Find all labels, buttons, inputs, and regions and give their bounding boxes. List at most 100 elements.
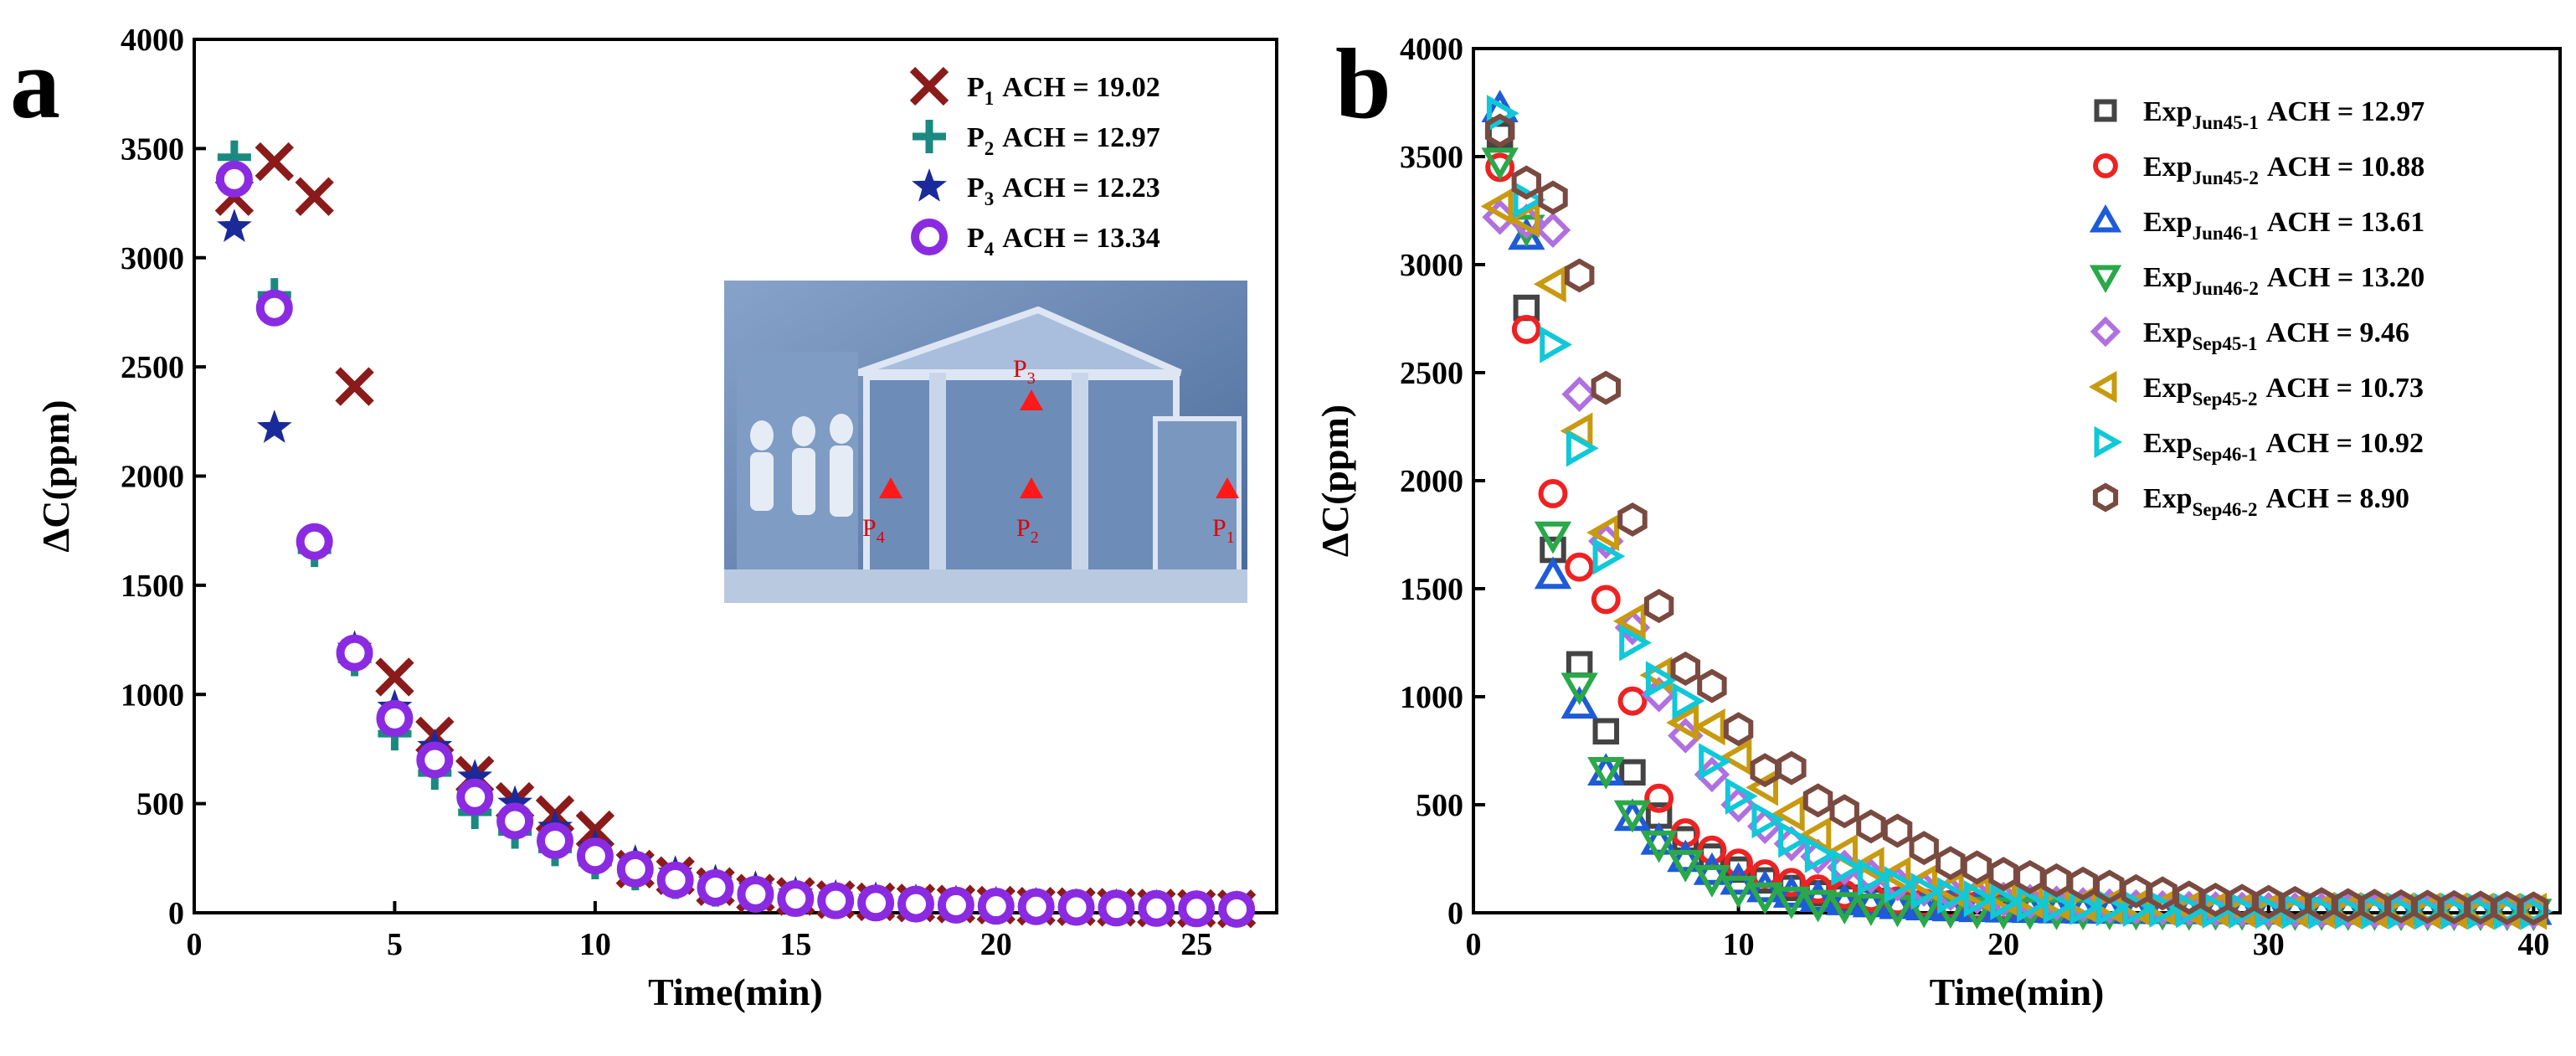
- inset-figures: [750, 414, 853, 517]
- y-tick-label: 1500: [1400, 572, 1463, 607]
- legend-label: ExpSep45-2 ACH = 10.73: [2143, 373, 2424, 410]
- legend-marker: [2089, 265, 2122, 294]
- data-point: [616, 850, 654, 888]
- data-point: [1619, 759, 1646, 786]
- data-point: [1962, 850, 1992, 885]
- inset-label-letter: P: [1013, 355, 1027, 383]
- x-tick-label: 20: [980, 927, 1012, 962]
- inset-ground: [724, 569, 1247, 603]
- data-point: [2068, 866, 2098, 901]
- data-point: [1799, 889, 1837, 923]
- y-tick-label: 2500: [1400, 356, 1463, 391]
- inset-marker-p2: [1020, 477, 1043, 498]
- y-tick-label: 2000: [121, 460, 184, 495]
- data-point: [1178, 890, 1216, 928]
- inset-beam-2: [1072, 373, 1088, 574]
- data-point: [1138, 889, 1175, 927]
- legend-marker: [2092, 482, 2119, 513]
- data-point: [496, 802, 534, 840]
- legend-name: Exp: [2143, 483, 2193, 514]
- legend-subscript: Jun45-2: [2193, 167, 2259, 188]
- data-point: [777, 880, 815, 918]
- data-point: [376, 699, 414, 737]
- legend-ach: ACH = 8.90: [2266, 483, 2409, 514]
- y-tick-label: 3500: [1400, 140, 1463, 175]
- legend-item: P1 ACH = 19.02: [909, 66, 1160, 109]
- data-point: [375, 657, 414, 697]
- x-tick-label: 5: [387, 927, 403, 962]
- legend-label: ExpSep46-1 ACH = 10.92: [2143, 428, 2424, 465]
- inset-roof: [856, 306, 1182, 376]
- data-point: [1507, 200, 1540, 238]
- data-point: [1619, 624, 1652, 662]
- data-point: [817, 882, 855, 919]
- legend-name: P: [967, 173, 985, 203]
- data-point: [1772, 875, 1811, 908]
- legend-label: P1 ACH = 19.02: [967, 72, 1160, 109]
- data-point: [1591, 585, 1621, 615]
- data-point: [1909, 831, 1939, 866]
- legend-ach: ACH = 12.97: [1002, 122, 1159, 153]
- inset-label-letter: P: [862, 514, 877, 542]
- data-point: [1540, 326, 1573, 363]
- series-exp-sep46-2: [1484, 113, 2549, 926]
- data-point: [2043, 886, 2076, 925]
- data-point: [1480, 188, 1514, 225]
- data-point: [1513, 181, 1546, 219]
- data-point: [2041, 863, 2072, 898]
- data-point: [1723, 712, 1754, 747]
- x-tick-label: 15: [779, 927, 811, 962]
- y-tick-label: 0: [1447, 896, 1463, 931]
- data-point: [1586, 513, 1620, 552]
- y-tick-label: 3000: [1400, 248, 1463, 283]
- data-point: [2121, 873, 2152, 909]
- data-point: [897, 885, 934, 923]
- data-point: [857, 884, 895, 922]
- legend-label: ExpJun45-2 ACH = 10.88: [2143, 152, 2424, 188]
- legend-label: ExpJun46-1 ACH = 13.61: [2143, 207, 2424, 244]
- data-point: [1719, 739, 1752, 776]
- data-point: [1534, 556, 1572, 590]
- data-point: [1613, 800, 1652, 833]
- data-point: [1910, 873, 1944, 910]
- legend-ach: ACH = 10.73: [2266, 373, 2424, 404]
- data-point: [1587, 756, 1625, 790]
- data-point: [1725, 777, 1758, 815]
- panel-b-chart: 0 10 20 30 40 0 500 1000 1500 2000 2500 3000 3500 400…: [1314, 32, 2562, 1013]
- legend-subscript: Sep46-1: [2193, 444, 2258, 465]
- data-point: [416, 741, 454, 779]
- y-tick-label: 2500: [121, 350, 184, 385]
- legend-ach: ACH = 9.46: [2266, 317, 2409, 348]
- data-point: [1799, 879, 1837, 912]
- data-point: [1508, 217, 1545, 250]
- legend-ach: ACH = 12.23: [1002, 173, 1159, 203]
- x-tick-label: 0: [187, 927, 203, 962]
- data-point: [1481, 147, 1519, 181]
- data-point: [1746, 769, 1778, 806]
- data-point: [1565, 552, 1595, 582]
- data-point: [1882, 813, 1913, 848]
- legend-name: Exp: [2143, 373, 2193, 404]
- data-point: [1772, 886, 1811, 919]
- y-tick-label: 1000: [1400, 680, 1463, 715]
- data-point: [1511, 165, 1541, 200]
- legend-subscript: 3: [985, 188, 995, 209]
- data-point: [1486, 95, 1519, 132]
- inset-label-letter: P: [1016, 514, 1031, 542]
- data-point: [1852, 894, 1890, 926]
- data-point: [1484, 113, 1515, 148]
- legend-label: P3 ACH = 12.23: [967, 173, 1160, 209]
- legend-subscript: Jun45-1: [2193, 112, 2259, 133]
- series-p-4: [215, 160, 1256, 928]
- legend-name: Exp: [2143, 428, 2193, 459]
- data-point: [1720, 875, 1757, 909]
- data-point: [1804, 836, 1838, 873]
- data-point: [1617, 686, 1648, 716]
- panel-a-ticks: 0 5 10 15 20 25 0 500 1000 1500 2000 2500 3000 3500 40…: [34, 23, 1278, 1013]
- y-tick-label: 1500: [121, 569, 184, 604]
- data-point: [1666, 703, 1699, 742]
- data-point: [1640, 830, 1678, 863]
- data-point: [1667, 839, 1704, 873]
- inset-point-label: P2: [1016, 514, 1039, 547]
